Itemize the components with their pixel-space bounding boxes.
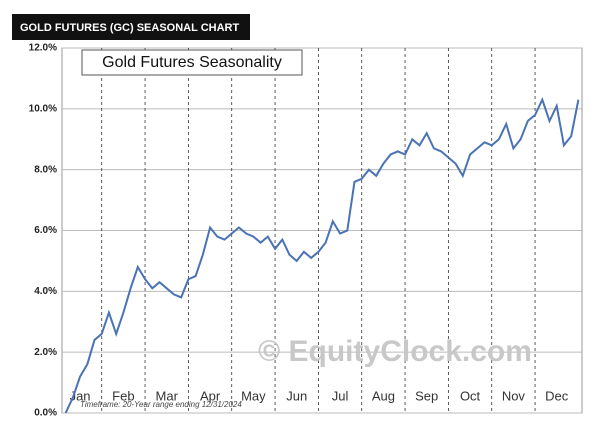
chart-title: Gold Futures Seasonality — [102, 54, 282, 71]
watermark: © EquityClock.com — [258, 335, 532, 368]
x-tick-label: Dec — [545, 388, 569, 403]
x-tick-label: Oct — [460, 388, 481, 403]
x-tick-label: Apr — [200, 388, 221, 403]
x-tick-label: Sep — [415, 388, 438, 403]
title-box — [81, 49, 303, 76]
x-tick-label: Jun — [286, 388, 307, 403]
y-tick-label: 10.0% — [29, 103, 57, 114]
y-tick-label: 4.0% — [34, 286, 57, 297]
y-tick-label: 0.0% — [34, 408, 57, 419]
header-bar — [12, 14, 250, 40]
x-tick-label: Feb — [112, 388, 134, 403]
x-tick-label: May — [241, 388, 266, 403]
header-title: GOLD FUTURES (GC) SEASONAL CHART — [20, 22, 239, 34]
x-tick-label: Nov — [502, 388, 526, 403]
y-tick-label: 12.0% — [29, 43, 57, 54]
y-tick-label: 6.0% — [34, 225, 57, 236]
data-line — [64, 97, 580, 414]
x-tick-label: Jul — [332, 388, 349, 403]
x-tick-label: Aug — [372, 388, 395, 403]
y-tick-label: 8.0% — [34, 164, 57, 175]
footnote: Timeframe: 20-Year range ending 12/31/20… — [80, 400, 242, 409]
y-tick-label: 2.0% — [34, 347, 57, 358]
x-tick-label: Mar — [156, 388, 179, 403]
